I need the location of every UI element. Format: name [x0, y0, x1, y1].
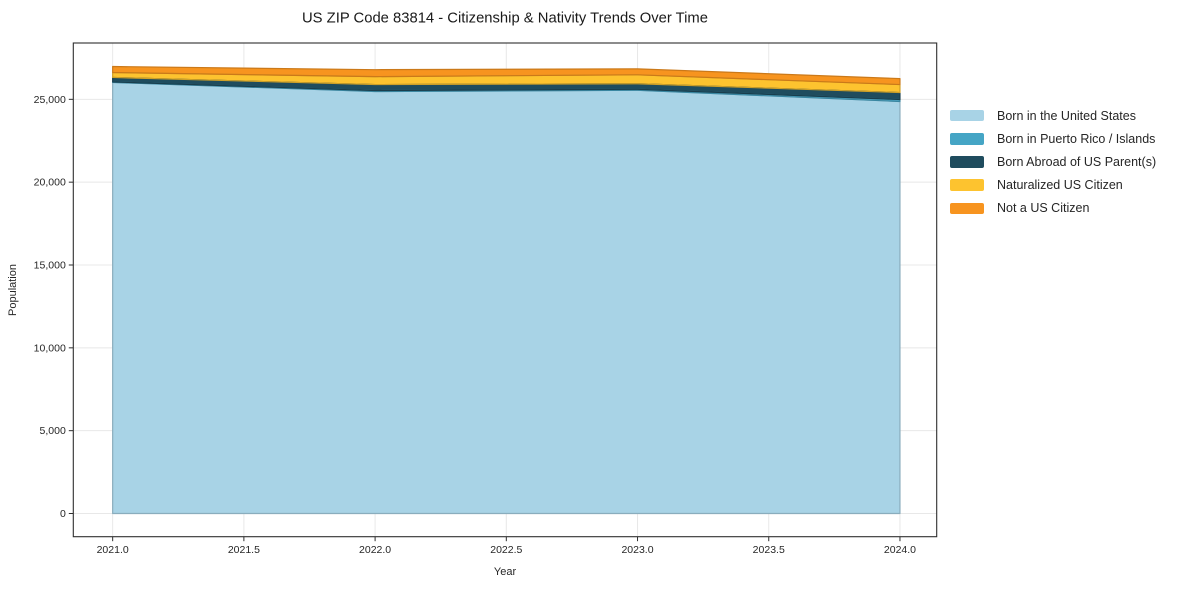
x-tick-label: 2023.0	[621, 544, 653, 556]
axes: 2021.0 2021.5 2022.0 2022.5 2023.0 2023.5 2024…	[34, 42, 938, 556]
legend-label: Not a US Citizen	[997, 201, 1090, 216]
stacked-areas	[112, 65, 901, 515]
x-tick-label: 2021.0	[97, 544, 129, 556]
legend-swatch	[950, 202, 984, 215]
y-axis-label: Population	[7, 264, 19, 316]
x-axis-label: Year	[494, 566, 517, 578]
plot-border	[72, 42, 938, 538]
legend-label: Born Abroad of US Parent(s)	[997, 154, 1157, 169]
legend-swatch	[950, 133, 984, 145]
legend-item-born-abroad-of-us-parent-s: Born Abroad of US Parent(s)	[950, 150, 1156, 173]
legend-label: Born in Puerto Rico / Islands	[997, 131, 1156, 146]
x-tick-label: 2022.0	[359, 544, 391, 556]
y-tick-label: 10,000	[34, 342, 66, 354]
x-tick-label: 2023.5	[753, 544, 785, 556]
y-tick-label: 25,000	[34, 94, 66, 106]
legend-label: Born in the United States	[997, 108, 1136, 123]
x-tick-label: 2024.0	[884, 544, 916, 556]
chart-title: US ZIP Code 83814 - Citizenship & Nativi…	[302, 11, 708, 27]
legend-swatch	[950, 109, 984, 122]
x-tick-label: 2021.5	[228, 544, 260, 556]
y-tick-label: 15,000	[34, 260, 66, 272]
legend-swatch	[950, 156, 984, 168]
legend-item-naturalized-us-citizen: Naturalized US Citizen	[950, 174, 1156, 197]
legend: Born in the United States Born in Puerto …	[950, 104, 1156, 220]
x-tick-label: 2022.5	[490, 544, 522, 556]
legend-swatch	[950, 179, 984, 191]
area-series-born-in-the-united-states	[112, 82, 900, 514]
area-edge-not-a-us-citizen	[112, 65, 901, 86]
legend-item-not-a-us-citizen: Not a US Citizen	[950, 197, 1156, 220]
legend-label: Naturalized US Citizen	[997, 178, 1123, 193]
y-tick-label: 20,000	[34, 177, 66, 189]
legend-item-born-in-the-united-states: Born in the United States	[950, 104, 1156, 127]
y-tick-label: 0	[60, 508, 66, 520]
legend-item-born-in-puerto-rico-islands: Born in Puerto Rico / Islands	[950, 127, 1156, 150]
y-tick-label: 5,000	[40, 425, 66, 437]
